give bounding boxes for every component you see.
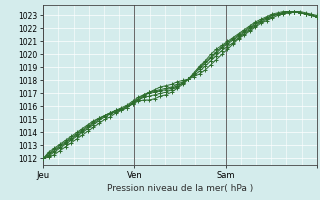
X-axis label: Pression niveau de la mer( hPa ): Pression niveau de la mer( hPa ): [107, 184, 253, 193]
